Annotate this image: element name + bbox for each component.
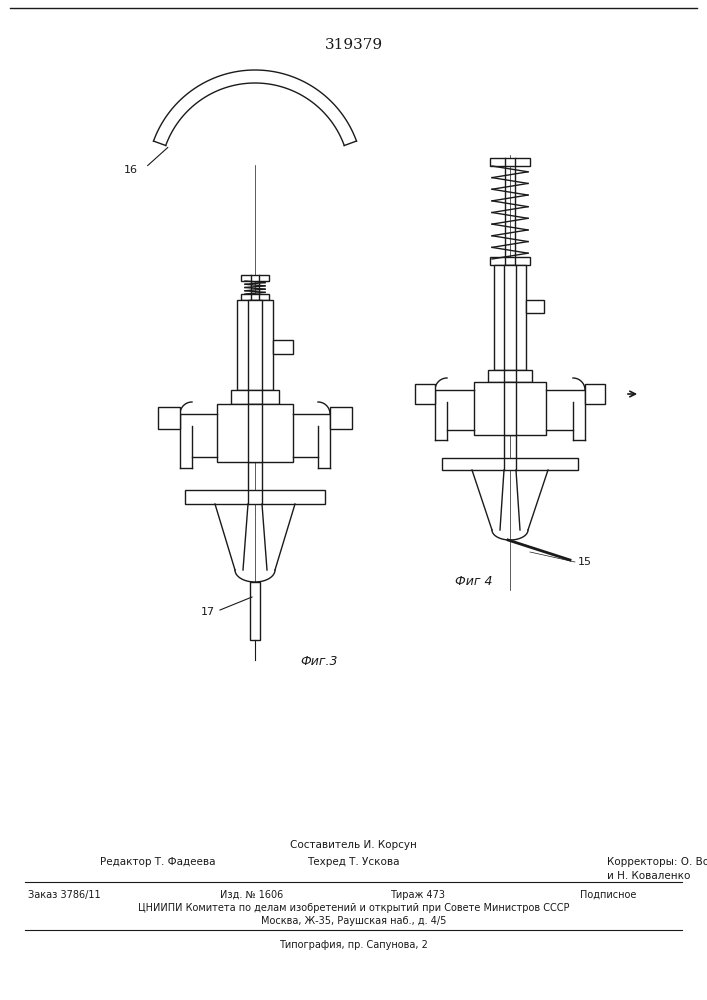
Text: 17: 17: [201, 607, 215, 617]
Bar: [217, 404, 293, 462]
Text: Корректоры: О. Волкова: Корректоры: О. Волкова: [607, 857, 707, 867]
Bar: [231, 390, 279, 404]
Text: Изд. № 1606: Изд. № 1606: [220, 890, 284, 900]
Text: 16: 16: [124, 165, 138, 175]
Text: Фиг 4: Фиг 4: [455, 575, 493, 588]
Text: 319379: 319379: [325, 38, 382, 52]
Text: и Н. Коваленко: и Н. Коваленко: [607, 871, 690, 881]
Text: 15: 15: [578, 557, 592, 567]
Bar: [442, 458, 578, 470]
Bar: [185, 490, 325, 504]
Text: Составитель И. Корсун: Составитель И. Корсун: [290, 840, 417, 850]
Bar: [237, 300, 273, 390]
Bar: [158, 407, 180, 429]
Bar: [490, 158, 530, 166]
Bar: [248, 404, 262, 462]
Bar: [248, 300, 262, 390]
Bar: [494, 265, 526, 370]
Text: ЦНИИПИ Комитета по делам изобретений и открытий при Совете Министров СССР: ЦНИИПИ Комитета по делам изобретений и о…: [138, 903, 569, 913]
Bar: [585, 384, 605, 404]
Text: Тираж 473: Тираж 473: [390, 890, 445, 900]
Bar: [241, 294, 269, 300]
Bar: [504, 382, 516, 435]
Bar: [415, 384, 435, 404]
Text: Фиг.3: Фиг.3: [300, 655, 337, 668]
Text: Заказ 3786/11: Заказ 3786/11: [28, 890, 100, 900]
Bar: [250, 582, 260, 640]
Bar: [504, 265, 516, 370]
Text: Подписное: Подписное: [580, 890, 636, 900]
Bar: [330, 407, 352, 429]
Bar: [488, 370, 532, 382]
Bar: [273, 340, 293, 354]
Text: Техред Т. Ускова: Техред Т. Ускова: [308, 857, 399, 867]
Bar: [241, 275, 269, 281]
Text: Типография, пр. Сапунова, 2: Типография, пр. Сапунова, 2: [279, 940, 428, 950]
Bar: [526, 300, 544, 313]
Text: Москва, Ж-35, Раушская наб., д. 4/5: Москва, Ж-35, Раушская наб., д. 4/5: [261, 916, 446, 926]
Bar: [474, 382, 546, 435]
Text: Редактор Т. Фадеева: Редактор Т. Фадеева: [100, 857, 216, 867]
Bar: [490, 257, 530, 265]
